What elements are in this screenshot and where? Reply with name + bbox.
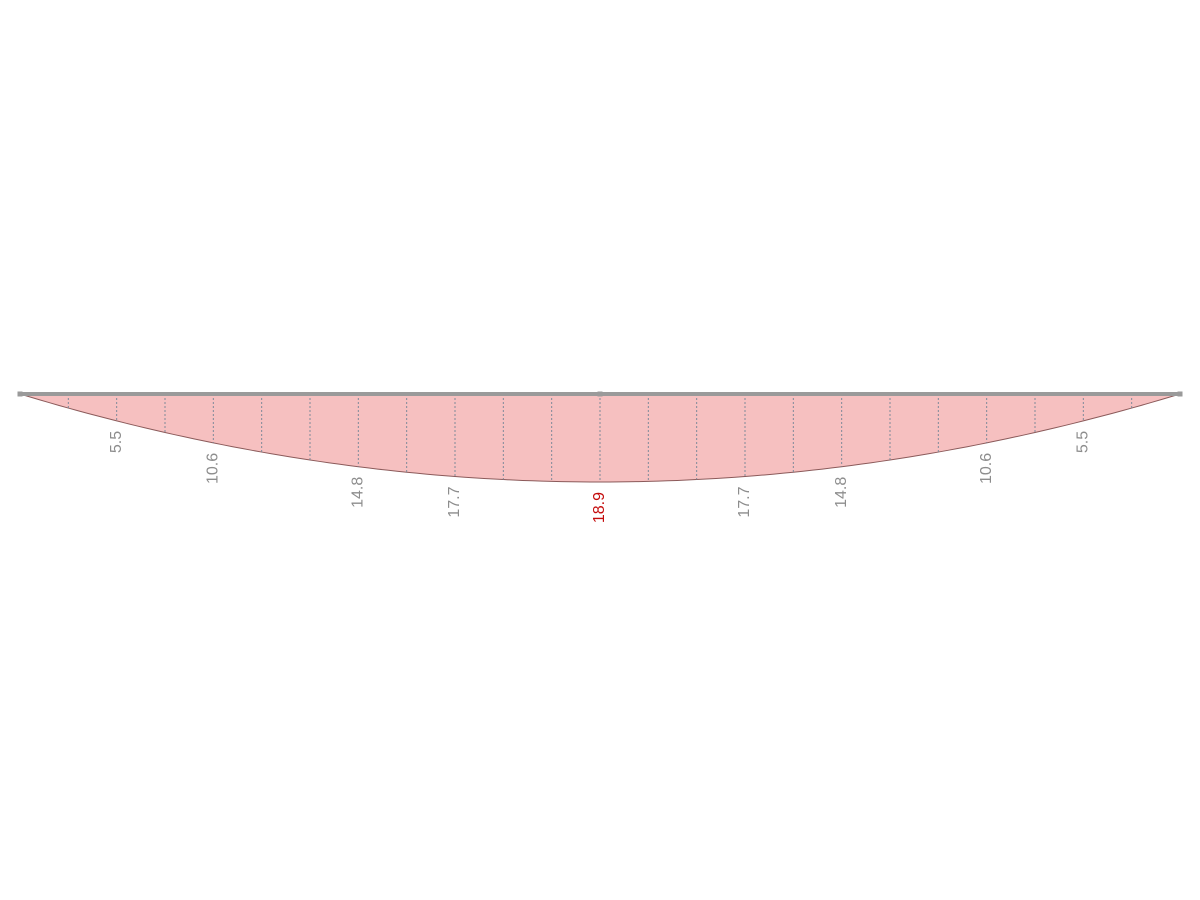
- moment-label: 10.6: [978, 453, 995, 484]
- moment-label: 17.7: [446, 486, 463, 517]
- beam-node-mid: [598, 392, 603, 397]
- beam-node: [18, 392, 23, 397]
- moment-label: 14.8: [350, 477, 367, 508]
- moment-diagram: 5.5 10.6 14.8 17.7 18.9 17.7 14.8 10.6 5.5: [0, 0, 1200, 900]
- moment-label: 14.8: [833, 477, 850, 508]
- moment-label-max: 18.9: [591, 492, 608, 523]
- moment-label: 10.6: [205, 453, 222, 484]
- beam-node: [1178, 392, 1183, 397]
- moment-label: 17.7: [736, 486, 753, 517]
- moment-label: 5.5: [108, 431, 125, 453]
- moment-label: 5.5: [1075, 431, 1092, 453]
